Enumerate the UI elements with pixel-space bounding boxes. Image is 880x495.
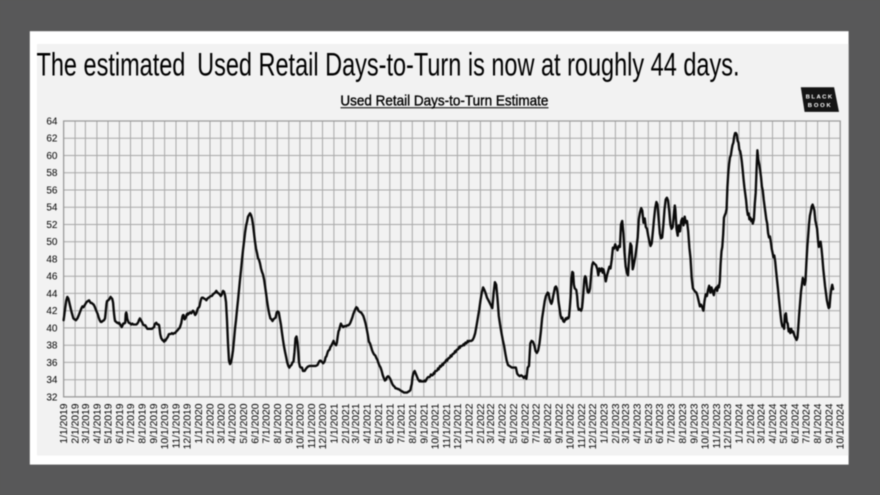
svg-text:4/1/2019: 4/1/2019	[92, 403, 103, 443]
svg-text:12/1/2023: 12/1/2023	[723, 403, 734, 449]
svg-text:5/1/2023: 5/1/2023	[644, 403, 655, 443]
svg-text:4/1/2020: 4/1/2020	[228, 403, 239, 443]
svg-text:BLACK: BLACK	[806, 95, 833, 101]
svg-text:10/1/2022: 10/1/2022	[565, 403, 576, 449]
svg-text:12/1/2022: 12/1/2022	[588, 403, 599, 449]
svg-text:40: 40	[46, 323, 58, 334]
svg-text:2/1/2019: 2/1/2019	[71, 403, 82, 443]
svg-text:7/1/2022: 7/1/2022	[531, 403, 542, 443]
svg-text:6/1/2024: 6/1/2024	[791, 403, 802, 443]
svg-text:7/1/2021: 7/1/2021	[396, 403, 407, 443]
svg-text:7/1/2020: 7/1/2020	[261, 403, 272, 443]
svg-text:9/1/2024: 9/1/2024	[825, 403, 836, 443]
svg-text:36: 36	[46, 358, 58, 369]
svg-text:9/1/2019: 9/1/2019	[149, 403, 160, 443]
svg-text:1/1/2020: 1/1/2020	[194, 403, 205, 443]
svg-text:5/1/2022: 5/1/2022	[509, 403, 520, 443]
svg-text:8/1/2020: 8/1/2020	[273, 403, 284, 443]
svg-text:3/1/2023: 3/1/2023	[621, 403, 632, 443]
svg-text:12/1/2021: 12/1/2021	[453, 403, 464, 449]
svg-text:5/1/2021: 5/1/2021	[374, 403, 385, 443]
svg-text:60: 60	[46, 151, 58, 162]
svg-text:56: 56	[46, 186, 58, 197]
svg-text:64: 64	[46, 117, 58, 128]
svg-text:34: 34	[46, 375, 58, 386]
svg-text:1/1/2024: 1/1/2024	[734, 403, 745, 443]
svg-text:8/1/2019: 8/1/2019	[138, 403, 149, 443]
svg-text:9/1/2020: 9/1/2020	[284, 403, 295, 443]
svg-text:10/1/2021: 10/1/2021	[430, 403, 441, 449]
svg-text:9/1/2021: 9/1/2021	[419, 403, 430, 443]
svg-text:5/1/2024: 5/1/2024	[779, 403, 790, 443]
svg-text:1/1/2022: 1/1/2022	[464, 403, 475, 443]
svg-text:8/1/2024: 8/1/2024	[813, 403, 824, 443]
svg-text:44: 44	[46, 289, 58, 300]
svg-text:1/1/2023: 1/1/2023	[599, 403, 610, 443]
svg-text:4/1/2022: 4/1/2022	[498, 403, 509, 443]
svg-text:11/1/2022: 11/1/2022	[577, 403, 588, 448]
svg-text:2/1/2020: 2/1/2020	[206, 403, 217, 443]
svg-text:2/1/2021: 2/1/2021	[341, 403, 352, 443]
svg-text:6/1/2022: 6/1/2022	[520, 403, 531, 443]
svg-text:12/1/2020: 12/1/2020	[318, 403, 329, 449]
svg-text:7/1/2019: 7/1/2019	[126, 403, 137, 443]
svg-text:52: 52	[46, 220, 58, 231]
svg-text:50: 50	[46, 237, 58, 248]
svg-text:6/1/2020: 6/1/2020	[250, 403, 261, 443]
svg-text:32: 32	[46, 392, 58, 403]
svg-text:8/1/2022: 8/1/2022	[543, 403, 554, 443]
svg-text:The estimated Used Retail Days: The estimated Used Retail Days-to-Turn i…	[37, 47, 740, 83]
svg-text:62: 62	[46, 134, 58, 145]
svg-text:11/1/2019: 11/1/2019	[172, 403, 183, 448]
svg-text:58: 58	[46, 168, 58, 179]
svg-text:2/1/2024: 2/1/2024	[746, 403, 757, 443]
svg-text:54: 54	[46, 203, 58, 214]
svg-text:3/1/2024: 3/1/2024	[757, 403, 768, 443]
svg-text:38: 38	[46, 341, 58, 352]
svg-text:8/1/2021: 8/1/2021	[408, 403, 419, 443]
svg-text:6/1/2021: 6/1/2021	[385, 403, 396, 443]
svg-text:10/1/2020: 10/1/2020	[295, 403, 306, 449]
svg-text:3/1/2021: 3/1/2021	[351, 403, 362, 443]
svg-text:12/1/2019: 12/1/2019	[183, 403, 194, 449]
svg-text:3/1/2022: 3/1/2022	[486, 403, 497, 443]
svg-text:2/1/2022: 2/1/2022	[476, 403, 487, 443]
svg-text:11/1/2021: 11/1/2021	[442, 403, 453, 448]
svg-text:9/1/2022: 9/1/2022	[554, 403, 565, 443]
svg-text:9/1/2023: 9/1/2023	[689, 403, 700, 443]
svg-text:5/1/2019: 5/1/2019	[104, 403, 115, 443]
svg-text:48: 48	[46, 255, 58, 266]
svg-text:6/1/2023: 6/1/2023	[655, 403, 666, 443]
svg-text:11/1/2023: 11/1/2023	[712, 403, 723, 448]
svg-text:7/1/2023: 7/1/2023	[666, 403, 677, 443]
svg-text:2/1/2023: 2/1/2023	[611, 403, 622, 443]
svg-text:46: 46	[46, 272, 58, 283]
svg-text:8/1/2023: 8/1/2023	[678, 403, 689, 443]
svg-text:1/1/2021: 1/1/2021	[329, 403, 340, 443]
svg-text:6/1/2019: 6/1/2019	[115, 403, 126, 443]
svg-text:4/1/2023: 4/1/2023	[633, 403, 644, 443]
svg-text:5/1/2020: 5/1/2020	[239, 403, 250, 443]
svg-text:10/1/2023: 10/1/2023	[700, 403, 711, 449]
svg-text:42: 42	[46, 306, 58, 317]
svg-text:4/1/2024: 4/1/2024	[768, 403, 779, 443]
svg-text:3/1/2019: 3/1/2019	[81, 403, 92, 443]
svg-text:Used Retail Days-to-Turn Estim: Used Retail Days-to-Turn Estimate	[340, 93, 548, 109]
svg-text:4/1/2021: 4/1/2021	[363, 403, 374, 443]
svg-text:1/1/2019: 1/1/2019	[59, 403, 70, 443]
svg-text:10/1/2019: 10/1/2019	[160, 403, 171, 449]
svg-text:11/1/2020: 11/1/2020	[307, 403, 318, 448]
svg-text:7/1/2024: 7/1/2024	[802, 403, 813, 443]
svg-text:3/1/2020: 3/1/2020	[216, 403, 227, 443]
svg-text:BOOK: BOOK	[808, 103, 832, 109]
svg-text:10/1/2024: 10/1/2024	[836, 403, 847, 449]
